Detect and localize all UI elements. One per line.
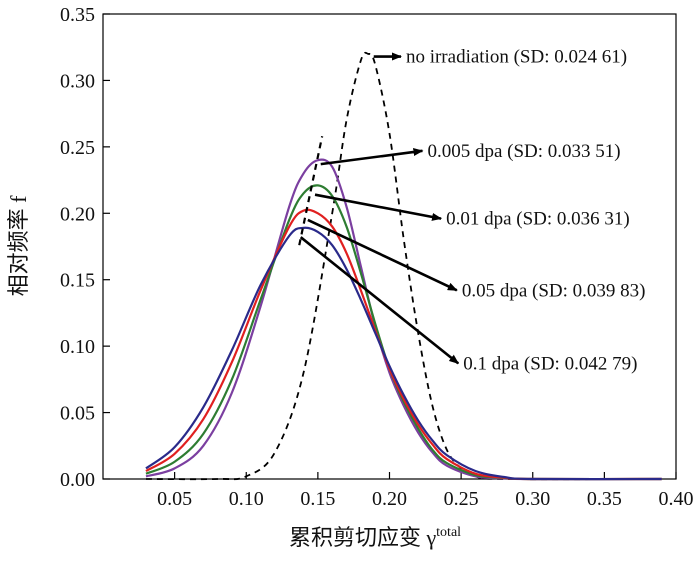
- x-axis-title-superscript: total: [436, 525, 461, 540]
- series-group: [145, 51, 662, 481]
- y-tick-label: 0.00: [60, 469, 95, 491]
- annotation-label: 0.01 dpa (SD: 0.036 31): [446, 209, 630, 230]
- y-tick-label: 0.35: [60, 4, 95, 26]
- x-axis-title-main: 累积剪切应变 γ: [289, 525, 437, 550]
- series-line-2: [145, 184, 662, 481]
- plot-frame: [102, 13, 677, 480]
- annotation-label: 0.005 dpa (SD: 0.033 51): [427, 141, 620, 162]
- y-axis-title: 相对频率 f: [6, 195, 31, 297]
- annotation-arrow: [299, 236, 460, 365]
- annotation-label: no irradiation (SD: 0.024 61): [406, 47, 627, 68]
- annotation-arrow: [314, 193, 443, 221]
- annotation-label: 0.05 dpa (SD: 0.039 83): [462, 280, 646, 301]
- annotation-arrow: [307, 218, 458, 292]
- peak-trend-line: [298, 136, 324, 246]
- axis-ticks: 0.05 0.10 0.15 0.20 0.25 0.30 0.35 0.40 0.00 0.05…: [60, 4, 694, 510]
- y-tick-label: 0.15: [60, 270, 95, 292]
- x-axis-title: 累积剪切应变 γtotal: [289, 525, 461, 550]
- y-tick-label: 0.05: [60, 403, 95, 425]
- x-tick-label: 0.15: [300, 488, 335, 510]
- annotation-group: no irradiation (SD: 0.024 61) 0.005 dpa (…: [299, 47, 646, 374]
- series-line-3: [145, 208, 662, 481]
- y-tick-label: 0.20: [60, 203, 95, 225]
- x-tick-label: 0.35: [587, 488, 622, 510]
- y-tick-label: 0.25: [60, 137, 95, 159]
- y-tick-label: 0.10: [60, 336, 95, 358]
- y-tick-label: 0.30: [60, 70, 95, 92]
- x-tick-label: 0.40: [659, 488, 694, 510]
- x-tick-label: 0.30: [515, 488, 550, 510]
- x-tick-label: 0.25: [444, 488, 479, 510]
- series-line-4: [145, 226, 662, 481]
- series-line-1: [145, 158, 662, 481]
- x-tick-label: 0.10: [229, 488, 264, 510]
- annotation-label: 0.1 dpa (SD: 0.042 79): [463, 353, 637, 374]
- x-tick-label: 0.05: [157, 488, 192, 510]
- x-tick-label: 0.20: [372, 488, 407, 510]
- annotation-arrow: [320, 148, 424, 166]
